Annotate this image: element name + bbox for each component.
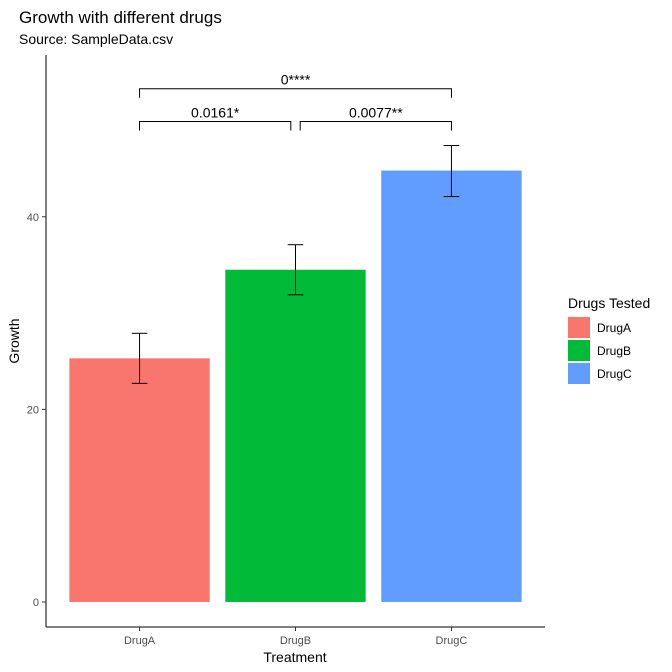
x-axis-title: Treatment [263,649,326,665]
legend-entries: DrugA DrugB DrugC [568,317,632,384]
bar-druga [69,358,210,602]
bracket-line [139,120,292,131]
significance-label: 0**** [281,72,311,88]
y-tick-label: 20 [27,404,39,416]
legend-label: DrugC [597,367,632,381]
x-tick-label: DrugB [280,635,311,647]
legend-swatch-druga [568,317,590,338]
y-axis-ticks: 0 20 40 [27,212,46,609]
bracket-line [299,120,452,131]
significance-label: 0.0161* [191,104,240,120]
significance-bracket [299,120,452,131]
x-tick-label: DrugC [436,635,468,647]
x-tick-label: DrugA [124,635,156,647]
chart-subtitle: Source: SampleData.csv [19,31,173,47]
legend-label: DrugB [597,344,631,358]
chart-title: Growth with different drugs [19,8,222,27]
y-tick-label: 40 [27,212,39,224]
y-tick-label: 0 [33,597,39,609]
significance-label: 0.0077** [349,104,403,120]
legend-label: DrugA [597,321,631,335]
significance-bracket [139,120,292,131]
legend: Drugs Tested DrugA DrugB DrugC [568,295,650,384]
y-axis-title: Growth [6,318,22,363]
bracket-line [139,88,452,98]
plot-area: 0**** 0.0161* 0.0077** [69,72,522,602]
error-bar-druga [131,332,148,384]
error-bar-drugc [443,145,460,198]
significance-bracket [139,88,452,98]
bar-drugc [381,170,522,602]
legend-title: Drugs Tested [568,295,650,311]
bar-drugb [225,269,366,602]
x-axis-ticks: DrugA DrugB DrugC [124,627,467,647]
legend-swatch-drugb [568,340,590,361]
legend-swatch-drugc [568,363,590,384]
error-bar-drugb [287,244,304,296]
